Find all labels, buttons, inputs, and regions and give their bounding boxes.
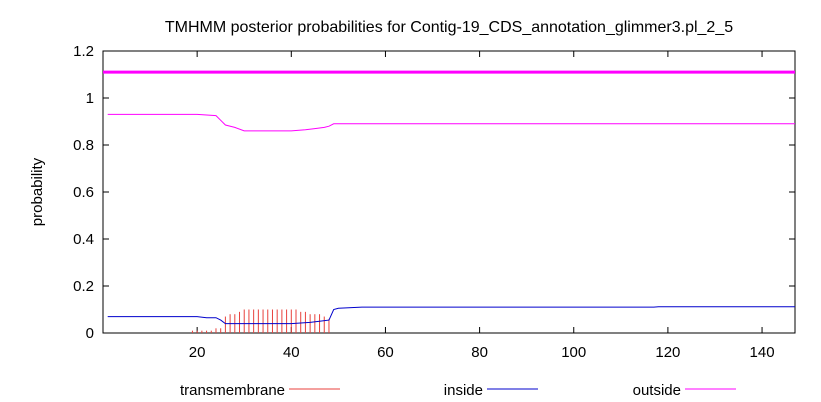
x-tick-label: 140: [750, 344, 775, 361]
y-tick-label: 0.2: [73, 278, 94, 295]
legend-label-outside: outside: [633, 382, 681, 399]
x-tick-label: 20: [189, 344, 206, 361]
legend-label-inside: inside: [444, 382, 483, 399]
chart-title: TMHMM posterior probabilities for Contig…: [165, 19, 733, 36]
y-axis-label: probability: [29, 157, 46, 226]
x-tick-label: 80: [471, 344, 488, 361]
x-tick-label: 40: [283, 344, 300, 361]
outside-series-line: [107, 113, 795, 132]
x-tick-label: 120: [655, 344, 680, 361]
y-tick-label: 0.8: [73, 137, 94, 154]
legend: transmembrane inside outside: [180, 382, 736, 399]
y-tick-label: 0: [86, 325, 94, 342]
y-tick-label: 0.6: [73, 184, 94, 201]
plot-marks: [103, 70, 795, 333]
x-tick-label: 100: [561, 344, 586, 361]
y-tick-label: 1: [86, 90, 94, 107]
y-tick-label: 0.4: [73, 231, 94, 248]
plot-frame: [102, 50, 796, 334]
legend-label-transmembrane: transmembrane: [180, 382, 285, 399]
y-tick-label: 1.2: [73, 43, 94, 60]
x-tick-label: 60: [377, 344, 394, 361]
axis-ticks: 0 0.2 0.4 0.6 0.8 1 1.2 20 40 60 80 100 120 140: [73, 43, 795, 361]
inside-series-line: [107, 306, 795, 325]
